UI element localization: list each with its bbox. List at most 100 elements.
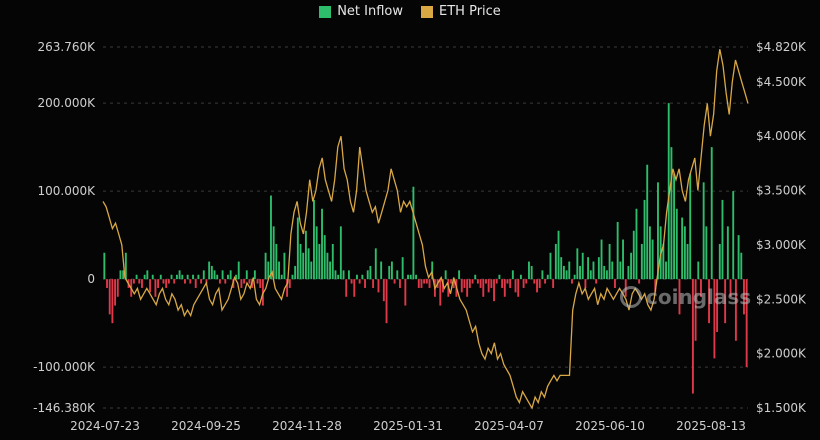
inflow-bar (490, 279, 493, 288)
inflow-bar (562, 265, 565, 280)
inflow-bar (396, 270, 399, 280)
inflow-bar (221, 270, 224, 280)
inflow-bar (240, 279, 243, 288)
inflow-bar (235, 274, 237, 280)
inflow-bar (243, 279, 246, 284)
inflow-bar (519, 274, 522, 280)
right-tick-label: $4.820K (756, 40, 807, 54)
inflow-bar (522, 279, 525, 288)
inflow-bar (119, 270, 122, 280)
inflow-bar (466, 279, 469, 297)
inflow-bar (533, 279, 536, 284)
inflow-bar (339, 226, 342, 280)
left-tick-label: 0 (87, 272, 95, 286)
inflow-bar (611, 261, 614, 280)
inflow-bar (554, 243, 557, 280)
inflow-bar (525, 279, 528, 284)
legend-eth-price-label: ETH Price (439, 4, 501, 19)
inflow-bar (729, 279, 732, 297)
inflow-bar (350, 279, 353, 284)
inflow-bar (683, 226, 686, 280)
inflow-bar (173, 279, 176, 284)
inflow-bar (307, 248, 310, 280)
inflow-bar (460, 279, 463, 293)
inflow-bar (721, 199, 724, 280)
inflow-bar (476, 279, 479, 284)
inflow-bar (224, 279, 227, 284)
inflow-bar (374, 248, 377, 280)
inflow-bar (399, 279, 401, 288)
inflow-bar (106, 279, 108, 288)
x-tick-label: 2025-06-10 (575, 419, 645, 433)
inflow-bar (385, 279, 388, 324)
inflow-bar (560, 257, 563, 280)
inflow-bar (450, 279, 452, 284)
inflow-bar (194, 279, 197, 288)
inflow-bar (603, 265, 606, 280)
inflow-bar (409, 274, 412, 280)
inflow-bar (417, 279, 420, 288)
inflow-bar (452, 279, 455, 288)
inflow-bar (253, 270, 256, 280)
inflow-bar (503, 279, 506, 297)
inflow-bar (264, 252, 267, 280)
inflow-bar (135, 274, 138, 280)
inflow-bar (444, 270, 447, 280)
inflow-bar (218, 279, 221, 284)
inflow-bar (632, 230, 635, 280)
inflow-bar (345, 279, 348, 297)
inflow-bar (528, 261, 530, 280)
inflow-bar (691, 279, 694, 394)
inflow-bar (334, 270, 337, 280)
grid-lines (103, 46, 748, 409)
inflow-bar (471, 279, 474, 284)
inflow-bar (509, 279, 512, 288)
inflow-bar (724, 279, 727, 324)
inflow-bar (318, 243, 321, 280)
watermark-text: coinglass (646, 285, 752, 309)
inflow-bar (372, 279, 375, 288)
inflow-bar (364, 279, 366, 288)
inflow-bar (576, 248, 579, 280)
inflow-bar (431, 261, 434, 280)
inflow-bar (718, 243, 721, 280)
inflow-bar (697, 261, 700, 280)
inflow-bar (208, 261, 211, 280)
inflow-bar (654, 279, 657, 293)
inflow-bar (568, 261, 571, 280)
inflow-bar (116, 279, 119, 297)
inflow-bar (702, 182, 705, 280)
inflow-bar (740, 252, 743, 280)
inflow-bar (369, 265, 372, 280)
inflow-bar (592, 261, 595, 280)
inflow-bar (705, 226, 708, 280)
inflow-bar (256, 279, 259, 284)
inflow-bar (420, 279, 423, 288)
inflow-bar (657, 182, 659, 280)
right-axis-labels: $4.820K $4.500K $4.000K $3.500K $3.000K $2.50… (756, 40, 807, 415)
inflow-bar (304, 230, 307, 280)
legend-eth-price[interactable]: ETH Price (421, 4, 501, 19)
left-tick-label: 100.000K (38, 184, 97, 198)
right-tick-label: $4.000K (756, 129, 807, 143)
inflow-bar (549, 252, 552, 280)
inflow-bar (401, 257, 404, 280)
inflow-bar (573, 274, 576, 280)
inflow-bar (202, 270, 205, 280)
inflow-bar (275, 243, 278, 280)
inflow-bar (710, 147, 713, 280)
x-axis-labels: 2024-07-23 2024-09-25 2024-11-28 2025-01-31… (70, 419, 746, 433)
inflow-bar (286, 279, 289, 297)
inflow-bar (210, 265, 213, 280)
legend-net-inflow[interactable]: Net Inflow (319, 4, 403, 19)
legend: Net Inflow ETH Price (0, 4, 820, 19)
inflow-bar (141, 279, 143, 288)
inflow-bar (665, 261, 667, 280)
inflow-bar (288, 279, 291, 288)
inflow-bar (159, 274, 162, 280)
inflow-bar (390, 261, 393, 280)
inflow-bar (640, 243, 643, 280)
inflow-bar (587, 257, 590, 280)
inflow-bar (170, 274, 173, 280)
inflow-bar (404, 279, 407, 306)
